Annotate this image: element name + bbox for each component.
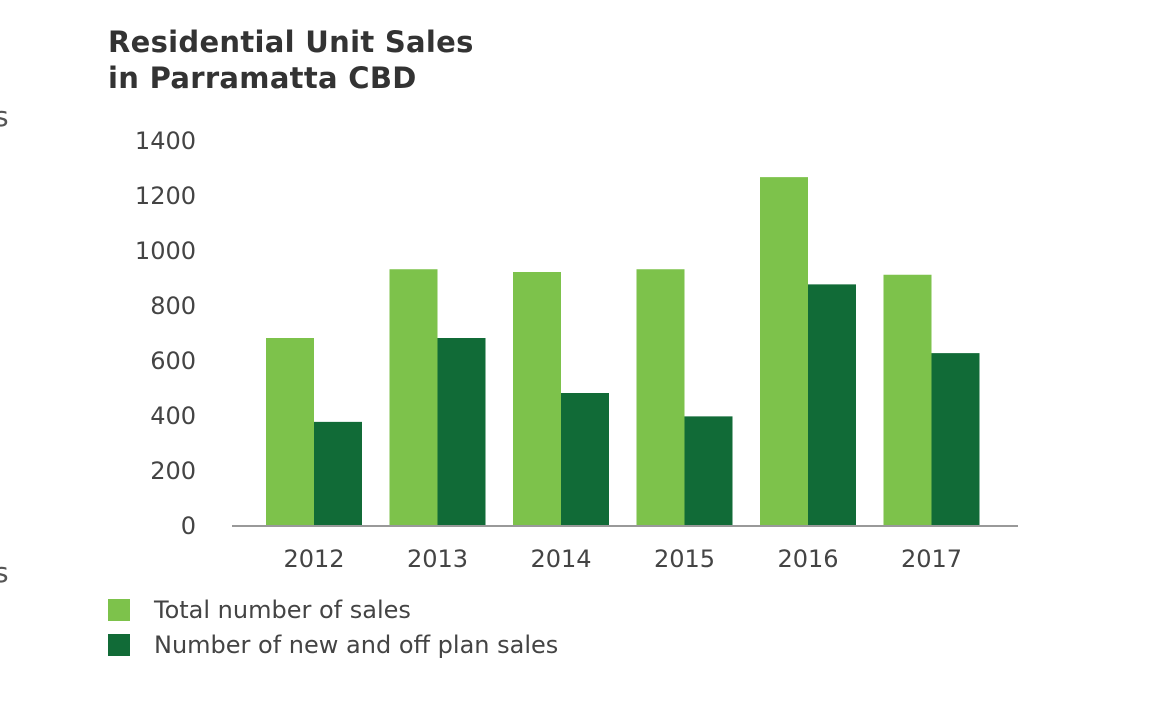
chart-title-line-1: Residential Unit Sales (108, 25, 474, 59)
x-tick-label-2012: 2012 (283, 545, 344, 573)
y-tick-label: 0 (181, 512, 196, 540)
cropped-edge-text-bottom: s (0, 556, 9, 589)
bar-total-sales-2012 (266, 338, 314, 525)
bar-total-sales-2015 (636, 269, 685, 525)
y-tick-label: 1200 (135, 182, 196, 210)
legend-swatch-total-sales (108, 598, 130, 621)
x-tick-label-2016: 2016 (777, 545, 838, 573)
bar-new-off-plan-sales-2012 (314, 421, 362, 525)
bar-total-sales-2014 (513, 272, 561, 525)
bar-new-off-plan-sales-2013 (437, 338, 486, 525)
y-tick-label: 400 (150, 402, 196, 430)
y-axis: 0 200 400 600 800 1000 1200 1400 (135, 127, 196, 540)
chart-title-line-2: in Parramatta CBD (108, 61, 417, 95)
bar-new-off-plan-sales-2015 (684, 416, 733, 525)
bar-new-off-plan-sales-2016 (808, 284, 856, 525)
cropped-edge-text-top: s (0, 100, 9, 133)
legend: Total number of sales Number of new and … (108, 592, 558, 662)
y-tick-label: 1000 (135, 237, 196, 265)
bars (266, 177, 980, 525)
bar-total-sales-2013 (389, 269, 438, 525)
chart-title: Residential Unit Sales in Parramatta CBD (108, 24, 474, 96)
x-tick-label-2017: 2017 (901, 545, 962, 573)
bar-new-off-plan-sales-2014 (561, 393, 609, 525)
y-tick-label: 800 (150, 292, 196, 320)
x-tick-label-2015: 2015 (654, 545, 715, 573)
y-tick-label: 600 (150, 347, 196, 375)
legend-label-new-off-plan-sales: Number of new and off plan sales (154, 630, 559, 659)
x-tick-label-2013: 2013 (407, 545, 468, 573)
legend-label-total-sales: Total number of sales (154, 595, 411, 624)
y-tick-label: 200 (150, 457, 196, 485)
legend-swatch-new-off-plan-sales (108, 633, 130, 656)
legend-item-total-sales: Total number of sales (108, 592, 558, 627)
bar-new-off-plan-sales-2017 (931, 353, 980, 525)
x-tick-label-2014: 2014 (530, 545, 591, 573)
x-axis: 2012 2013 2014 2015 2016 2017 (283, 545, 962, 573)
bar-total-sales-2017 (883, 274, 932, 525)
bar-total-sales-2016 (760, 177, 808, 525)
legend-item-new-off-plan-sales: Number of new and off plan sales (108, 627, 558, 662)
y-tick-label: 1400 (135, 127, 196, 155)
